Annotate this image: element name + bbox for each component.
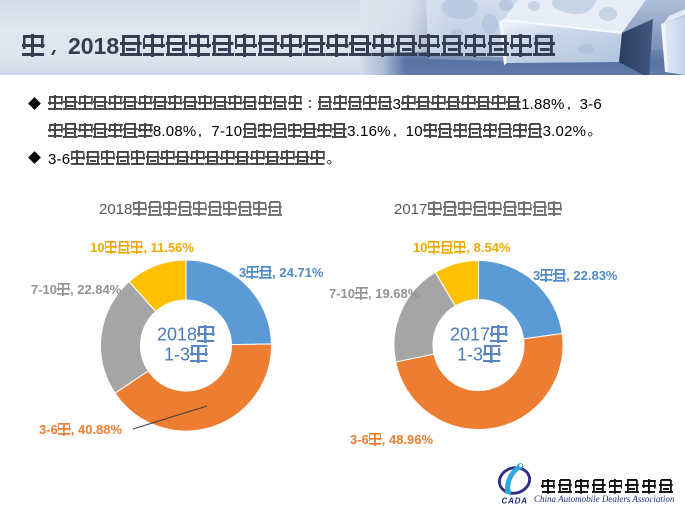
svg-text:CADA: CADA: [502, 497, 528, 506]
